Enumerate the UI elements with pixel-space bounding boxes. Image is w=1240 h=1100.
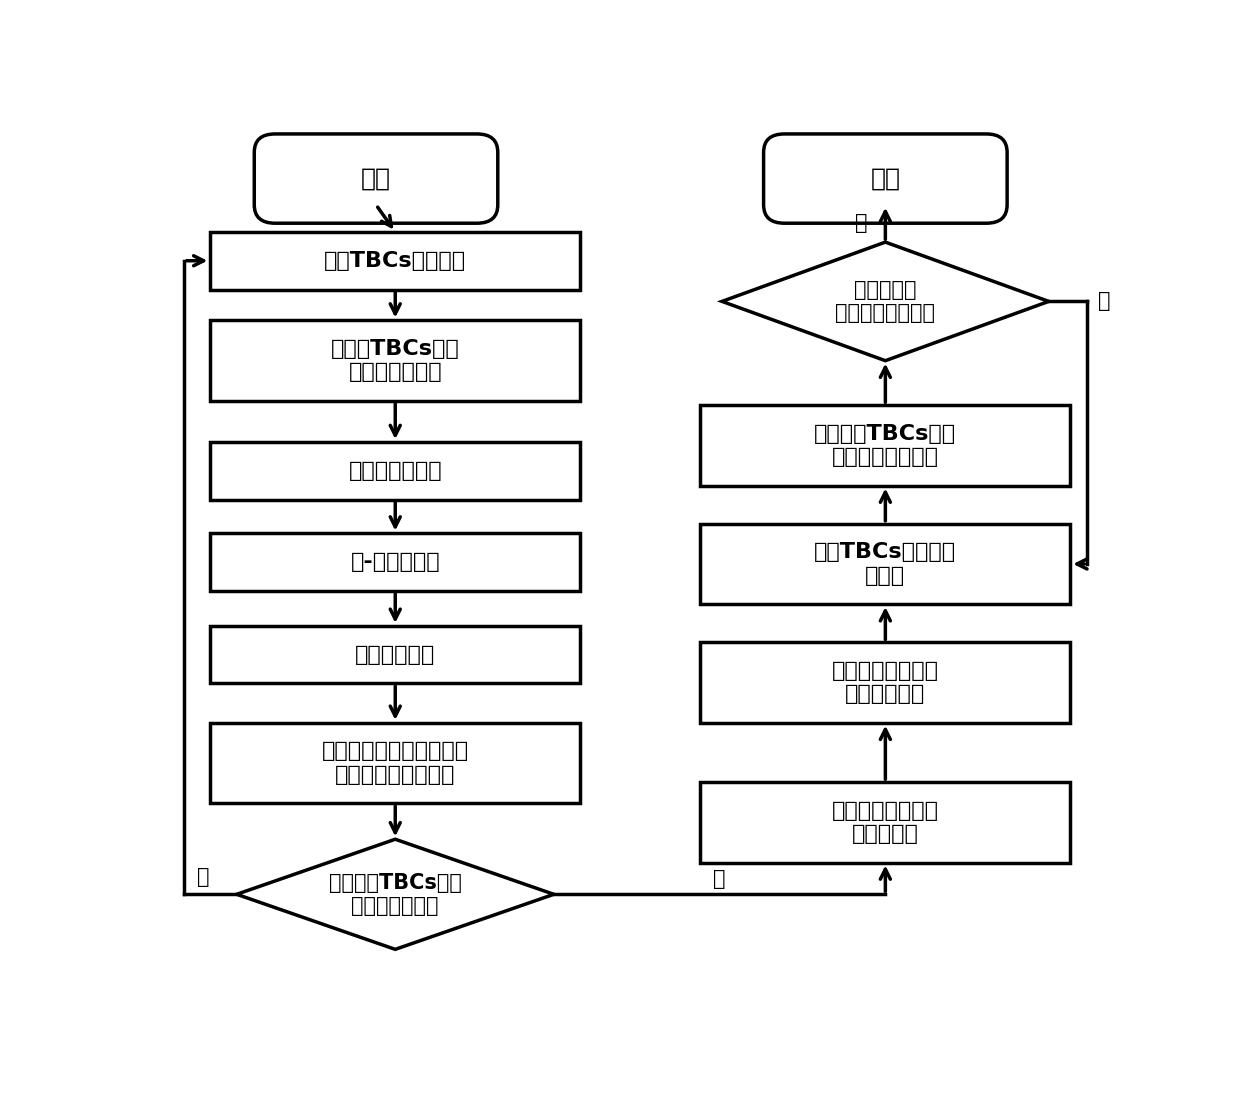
Text: 建立带TBCs涡轮
叶片有限元模型: 建立带TBCs涡轮 叶片有限元模型 (331, 339, 460, 383)
Text: 均匀厚度TBCs模型
是否分析完成？: 均匀厚度TBCs模型 是否分析完成？ (329, 872, 461, 916)
Text: 提取并记录代表节点位置
陶瓷层应力和温度差: 提取并记录代表节点位置 陶瓷层应力和温度差 (321, 741, 469, 784)
Text: 划分有限元网格: 划分有限元网格 (348, 461, 443, 481)
Text: 热-力耦合分析: 热-力耦合分析 (351, 552, 440, 572)
FancyBboxPatch shape (254, 134, 497, 223)
Bar (701, 524, 1070, 604)
Bar (701, 642, 1070, 723)
Text: 结束: 结束 (870, 166, 900, 190)
Bar (211, 442, 580, 499)
Bar (211, 320, 580, 400)
Text: 总目标函数
是否达到最小值？: 总目标函数 是否达到最小值？ (836, 279, 935, 323)
Text: 是: 是 (856, 213, 868, 233)
Text: 确定TBCs各层厚度: 确定TBCs各层厚度 (324, 251, 466, 271)
Bar (211, 723, 580, 803)
Bar (701, 405, 1070, 485)
Text: 选取代表节点: 选取代表节点 (355, 645, 435, 664)
Text: 计算叶片TBCs厚度
分布的总目标函数: 计算叶片TBCs厚度 分布的总目标函数 (815, 424, 956, 468)
Text: 获得叶片陶瓷层厚
度的初始分布: 获得叶片陶瓷层厚 度的初始分布 (832, 661, 939, 704)
Text: 开始: 开始 (361, 166, 391, 190)
Text: 划分TBCs厚度分布
子区域: 划分TBCs厚度分布 子区域 (815, 542, 956, 585)
Text: 否: 否 (1099, 292, 1111, 311)
Polygon shape (722, 242, 1049, 361)
Bar (211, 232, 580, 289)
Text: 计算代表节点位置
的目标函数: 计算代表节点位置 的目标函数 (832, 801, 939, 844)
Bar (211, 534, 580, 591)
Text: 否: 否 (197, 868, 210, 888)
FancyBboxPatch shape (764, 134, 1007, 223)
Bar (701, 782, 1070, 862)
Text: 是: 是 (713, 869, 725, 889)
Bar (211, 626, 580, 683)
Polygon shape (237, 839, 554, 949)
